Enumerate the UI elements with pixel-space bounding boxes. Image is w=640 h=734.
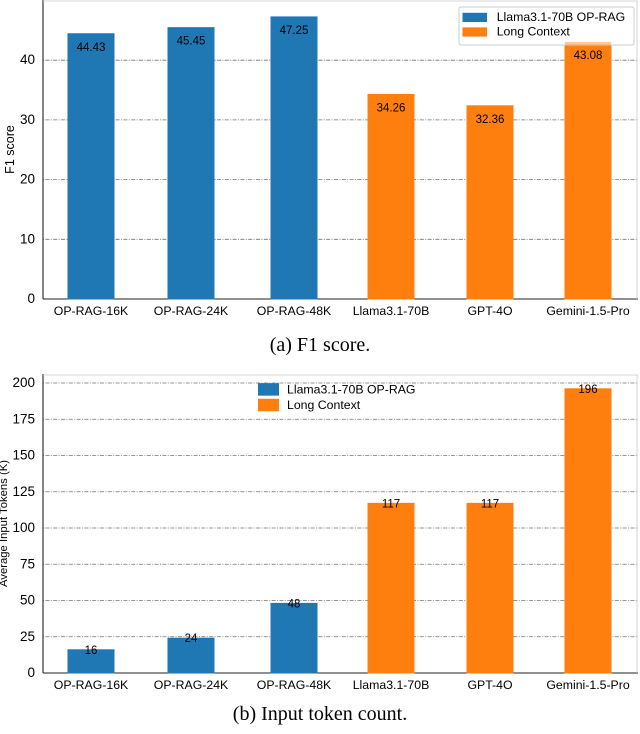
- svg-text:32.36: 32.36: [476, 114, 505, 126]
- svg-text:Gemini-1.5-Pro: Gemini-1.5-Pro: [546, 678, 630, 692]
- svg-text:40: 40: [20, 52, 35, 67]
- svg-text:200: 200: [12, 375, 35, 390]
- svg-text:20: 20: [20, 172, 35, 187]
- svg-text:48: 48: [288, 598, 301, 610]
- svg-text:45.45: 45.45: [177, 36, 206, 48]
- svg-text:OP-RAG-48K: OP-RAG-48K: [257, 304, 332, 318]
- svg-text:Llama3.1-70B: Llama3.1-70B: [353, 678, 430, 692]
- svg-text:Llama3.1-70B OP-RAG: Llama3.1-70B OP-RAG: [497, 10, 626, 24]
- svg-text:Average Input Tokens (K): Average Input Tokens (K): [0, 460, 10, 587]
- svg-text:OP-RAG-24K: OP-RAG-24K: [154, 678, 229, 692]
- svg-text:24: 24: [185, 633, 198, 645]
- svg-text:Llama3.1-70B OP-RAG: Llama3.1-70B OP-RAG: [287, 383, 416, 397]
- svg-text:OP-RAG-24K: OP-RAG-24K: [154, 304, 229, 318]
- svg-text:OP-RAG-48K: OP-RAG-48K: [257, 678, 332, 692]
- svg-text:F1 score: F1 score: [3, 125, 17, 174]
- svg-text:117: 117: [481, 498, 499, 510]
- svg-text:196: 196: [578, 384, 597, 396]
- svg-text:100: 100: [12, 520, 35, 535]
- svg-text:10: 10: [20, 231, 35, 246]
- svg-text:75: 75: [20, 556, 35, 571]
- svg-text:117: 117: [382, 498, 400, 510]
- svg-text:16: 16: [85, 645, 98, 657]
- svg-text:Gemini-1.5-Pro: Gemini-1.5-Pro: [546, 304, 630, 318]
- svg-text:Long Context: Long Context: [287, 398, 361, 412]
- svg-text:150: 150: [12, 448, 35, 463]
- svg-text:Long Context: Long Context: [497, 25, 571, 39]
- svg-text:44.43: 44.43: [77, 42, 106, 54]
- svg-text:GPT-4O: GPT-4O: [467, 678, 512, 692]
- svg-text:OP-RAG-16K: OP-RAG-16K: [54, 678, 129, 692]
- svg-text:Llama3.1-70B: Llama3.1-70B: [353, 304, 430, 318]
- svg-text:0: 0: [27, 291, 35, 306]
- svg-text:34.26: 34.26: [377, 102, 406, 114]
- svg-text:47.25: 47.25: [280, 25, 309, 37]
- svg-text:125: 125: [12, 484, 35, 499]
- svg-text:175: 175: [12, 411, 35, 426]
- svg-text:OP-RAG-16K: OP-RAG-16K: [54, 304, 129, 318]
- svg-text:25: 25: [20, 629, 35, 644]
- svg-text:0: 0: [27, 665, 35, 680]
- svg-text:50: 50: [20, 593, 35, 608]
- svg-text:30: 30: [20, 112, 35, 127]
- svg-text:43.08: 43.08: [574, 50, 603, 62]
- svg-text:GPT-4O: GPT-4O: [467, 304, 512, 318]
